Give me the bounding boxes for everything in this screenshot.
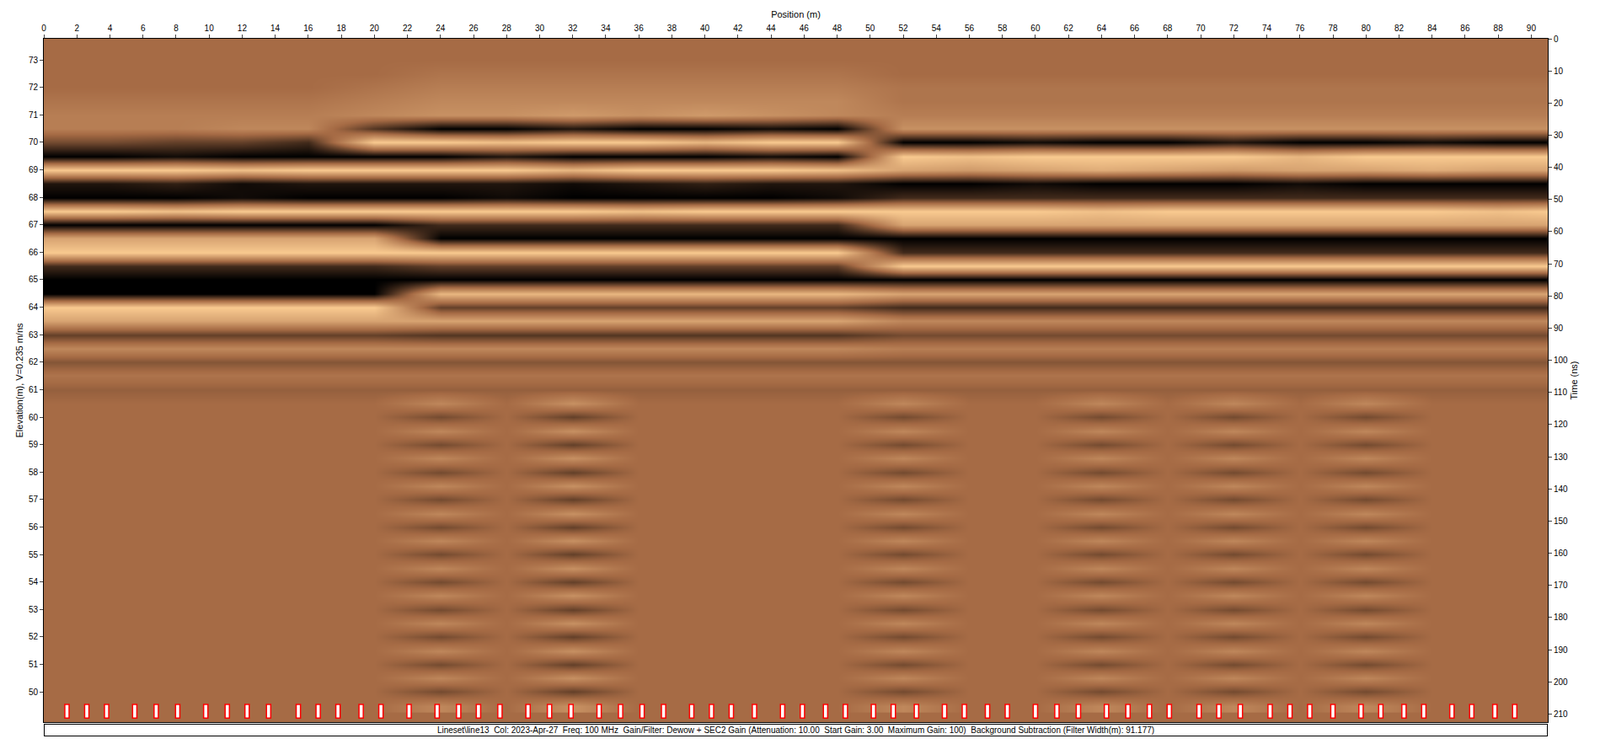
svg-text:110: 110 [1553,387,1568,397]
svg-text:28: 28 [502,23,513,33]
svg-text:160: 160 [1553,548,1568,558]
svg-text:54: 54 [931,23,942,33]
svg-text:59: 59 [28,439,39,450]
svg-text:Elevation(m), V=0.235 m/ns: Elevation(m), V=0.235 m/ns [14,322,25,439]
svg-text:24: 24 [435,23,446,33]
svg-text:170: 170 [1553,580,1568,590]
svg-text:90: 90 [1526,23,1537,33]
svg-text:34: 34 [600,23,611,33]
svg-text:140: 140 [1553,484,1568,494]
svg-text:200: 200 [1553,677,1568,687]
svg-text:6: 6 [140,23,146,33]
svg-text:76: 76 [1294,23,1306,33]
svg-text:38: 38 [667,23,678,33]
svg-text:62: 62 [1064,23,1075,33]
svg-text:66: 66 [1129,23,1140,33]
svg-text:67: 67 [28,219,39,230]
svg-text:190: 190 [1553,645,1568,655]
svg-text:74: 74 [1262,23,1273,33]
svg-text:68: 68 [28,192,39,203]
svg-text:Time (ns): Time (ns) [1568,360,1579,400]
svg-text:82: 82 [1394,23,1405,33]
svg-text:71: 71 [28,110,39,120]
svg-text:60: 60 [28,412,39,423]
svg-text:52: 52 [28,631,39,642]
svg-text:120: 120 [1553,419,1568,429]
svg-text:60: 60 [1553,226,1564,236]
svg-text:84: 84 [1427,23,1438,33]
svg-text:22: 22 [402,23,413,33]
svg-text:56: 56 [28,522,39,532]
svg-text:0: 0 [1553,34,1559,44]
svg-text:52: 52 [898,23,909,33]
svg-text:150: 150 [1553,516,1568,526]
svg-text:70: 70 [28,137,39,147]
svg-text:26: 26 [468,23,479,33]
svg-text:50: 50 [865,23,876,33]
svg-text:56: 56 [964,23,975,33]
svg-text:90: 90 [1553,323,1564,333]
svg-text:180: 180 [1553,612,1568,622]
svg-text:62: 62 [28,357,39,367]
svg-text:57: 57 [28,494,39,504]
svg-text:20: 20 [1553,98,1564,108]
svg-text:16: 16 [303,23,314,33]
svg-text:86: 86 [1460,23,1471,33]
svg-text:72: 72 [1229,23,1240,33]
svg-text:46: 46 [799,23,810,33]
svg-text:50: 50 [28,687,39,697]
svg-text:100: 100 [1553,355,1568,365]
svg-text:50: 50 [1553,194,1564,204]
svg-text:55: 55 [28,550,39,560]
svg-text:12: 12 [237,23,248,33]
svg-text:42: 42 [733,23,744,33]
svg-text:210: 210 [1553,709,1568,719]
svg-text:63: 63 [28,330,39,340]
svg-text:80: 80 [1361,23,1372,33]
svg-text:30: 30 [1553,130,1564,140]
svg-text:44: 44 [766,23,777,33]
svg-text:69: 69 [28,165,39,175]
svg-text:Position (m): Position (m) [770,9,821,20]
svg-text:Lineset\line13 Col: 2023-Apr-: Lineset\line13 Col: 2023-Apr-27 Freq: 10… [437,725,1155,735]
svg-text:20: 20 [369,23,380,33]
svg-text:14: 14 [270,23,281,33]
svg-text:40: 40 [1553,162,1564,172]
svg-text:58: 58 [28,467,39,477]
svg-text:64: 64 [28,302,39,312]
svg-text:72: 72 [28,82,39,92]
svg-text:8: 8 [173,23,179,33]
svg-text:88: 88 [1493,23,1504,33]
svg-text:58: 58 [997,23,1008,33]
svg-text:78: 78 [1327,23,1338,33]
svg-text:53: 53 [28,604,39,615]
svg-text:66: 66 [28,247,39,257]
svg-text:32: 32 [567,23,578,33]
svg-text:10: 10 [1553,66,1564,76]
svg-text:0: 0 [41,23,47,33]
svg-text:70: 70 [1196,23,1207,33]
svg-text:70: 70 [1553,259,1564,269]
svg-text:4: 4 [107,23,113,33]
svg-text:48: 48 [832,23,843,33]
svg-text:68: 68 [1162,23,1173,33]
svg-text:65: 65 [28,274,39,284]
svg-text:2: 2 [74,23,80,33]
svg-text:51: 51 [28,659,39,669]
svg-text:73: 73 [28,55,39,65]
svg-text:64: 64 [1096,23,1108,33]
svg-text:18: 18 [337,23,348,33]
svg-text:54: 54 [28,577,39,587]
svg-text:10: 10 [204,23,215,33]
svg-text:61: 61 [28,385,39,395]
svg-text:36: 36 [634,23,645,33]
svg-text:60: 60 [1030,23,1041,33]
svg-text:30: 30 [535,23,546,33]
svg-text:130: 130 [1553,452,1568,462]
svg-text:80: 80 [1553,291,1564,301]
svg-text:40: 40 [700,23,711,33]
